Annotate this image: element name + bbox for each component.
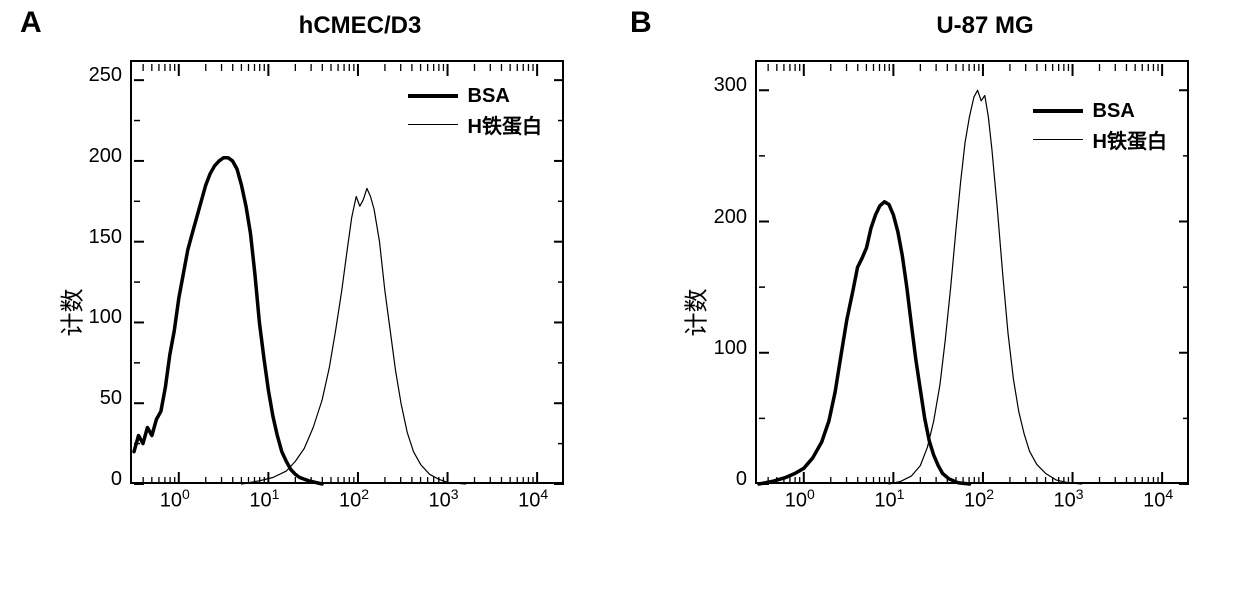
x-tick-label: 100 bbox=[160, 486, 190, 513]
panel-letter-a: A bbox=[20, 6, 42, 40]
legend-item-bsa-b: BSA bbox=[1033, 97, 1167, 125]
series-hferritin bbox=[242, 188, 466, 484]
x-tick-label: 101 bbox=[874, 486, 904, 513]
series-bsa bbox=[134, 158, 322, 484]
y-tick-label: 50 bbox=[62, 387, 122, 410]
x-tick-label: 104 bbox=[518, 486, 548, 513]
panel-letter-b: B bbox=[630, 6, 652, 40]
panel-title-a: hCMEC/D3 bbox=[230, 12, 490, 40]
series-bsa bbox=[759, 202, 970, 484]
legend-item-hfer-a: H铁蛋白 bbox=[408, 110, 542, 138]
y-tick-label: 200 bbox=[687, 206, 747, 229]
y-tick-label: 150 bbox=[62, 226, 122, 249]
legend-item-bsa-a: BSA bbox=[408, 82, 542, 110]
legend-line-hfer-a bbox=[408, 124, 458, 125]
y-tick-label: 300 bbox=[687, 74, 747, 97]
y-tick-label: 100 bbox=[62, 306, 122, 329]
x-tick-label: 104 bbox=[1143, 486, 1173, 513]
legend-text-hfer-a: H铁蛋白 bbox=[468, 110, 542, 139]
x-tick-label: 102 bbox=[339, 486, 369, 513]
legend-text-bsa-a: BSA bbox=[468, 85, 510, 108]
y-tick-label: 100 bbox=[687, 337, 747, 360]
figure: A hCMEC/D3 计数 BSA H铁蛋白 050100150200250 1… bbox=[0, 0, 1240, 589]
legend-a: BSA H铁蛋白 bbox=[408, 82, 542, 138]
x-tick-label: 101 bbox=[249, 486, 279, 513]
y-tick-label: 0 bbox=[687, 468, 747, 491]
legend-line-bsa-a bbox=[408, 94, 458, 98]
legend-text-bsa-b: BSA bbox=[1093, 100, 1135, 123]
legend-line-hfer-b bbox=[1033, 139, 1083, 140]
y-tick-label: 200 bbox=[62, 145, 122, 168]
legend-b: BSA H铁蛋白 bbox=[1033, 97, 1167, 153]
y-tick-label: 250 bbox=[62, 64, 122, 87]
x-tick-label: 103 bbox=[429, 486, 459, 513]
legend-line-bsa-b bbox=[1033, 109, 1083, 113]
y-tick-label: 0 bbox=[62, 468, 122, 491]
plot-area-b: BSA H铁蛋白 bbox=[755, 60, 1189, 484]
legend-text-hfer-b: H铁蛋白 bbox=[1093, 125, 1167, 154]
plot-area-a: BSA H铁蛋白 bbox=[130, 60, 564, 484]
x-tick-label: 100 bbox=[785, 486, 815, 513]
x-tick-label: 102 bbox=[964, 486, 994, 513]
panel-title-b: U-87 MG bbox=[855, 12, 1115, 40]
legend-item-hfer-b: H铁蛋白 bbox=[1033, 125, 1167, 153]
x-tick-label: 103 bbox=[1054, 486, 1084, 513]
